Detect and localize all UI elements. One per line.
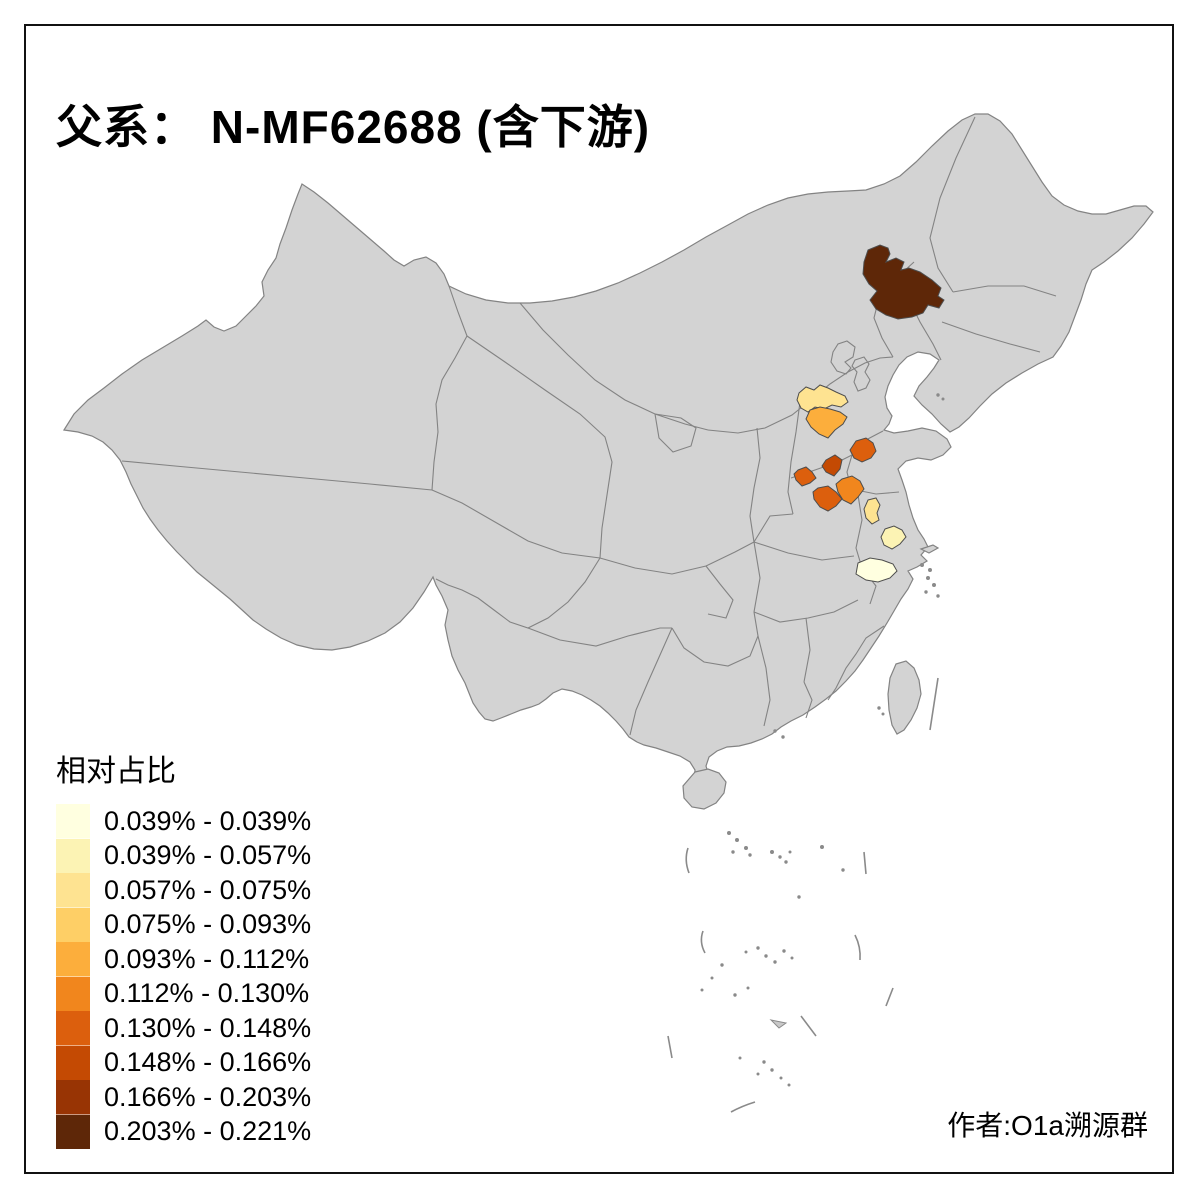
legend-swatch [56,976,90,1011]
legend-swatch [56,1080,90,1115]
legend-swatch [56,1045,90,1080]
legend-item: 0.166% - 0.203% [56,1080,311,1115]
legend-swatch [56,873,90,908]
legend-label: 0.112% - 0.130% [104,978,310,1009]
legend-item: 0.075% - 0.093% [56,907,312,942]
taiwan-island [887,660,922,735]
legend-swatch [56,1011,90,1046]
region-shandong-southwest [835,475,865,505]
legend-item: 0.203% - 0.221% [56,1114,312,1149]
legend-swatch [56,1114,90,1149]
china-land [63,113,1154,810]
region-jiangsu-central [880,525,907,550]
legend-item: 0.039% - 0.057% [56,838,312,873]
chongming-island [919,544,940,554]
south-china-sea-marks [667,393,945,1113]
region-hebei-south [805,406,848,439]
legend-item: 0.057% - 0.075% [56,873,311,908]
hainan-island [682,768,727,810]
legend-swatch [56,942,90,977]
legend: 相对占比 0.039% - 0.039% 0.039% - 0.057% 0.0… [56,746,311,1149]
legend-swatch [56,907,90,942]
page-title: 父系： N-MF62688 (含下游) [56,100,651,153]
legend-item: 0.130% - 0.148% [56,1011,311,1046]
legend-swatch [56,838,90,873]
region-shandong-north [849,437,877,463]
legend-label: 0.203% - 0.221% [104,1116,312,1147]
legend-label: 0.148% - 0.166% [104,1047,312,1078]
region-jiangsu-south [855,557,898,583]
legend-item: 0.148% - 0.166% [56,1045,312,1080]
highlighted-regions [793,244,945,583]
legend-item: 0.112% - 0.130% [56,976,311,1011]
region-inner-mongolia-east [862,244,945,320]
attribution-text: 作者:O1a溯源群 [947,1110,1148,1141]
legend-item: 0.093% - 0.112% [56,942,311,977]
legend-label: 0.057% - 0.075% [104,874,312,905]
legend-label: 0.075% - 0.093% [104,909,312,940]
legend-label: 0.039% - 0.039% [104,805,312,836]
legend-label: 0.093% - 0.112% [104,943,310,974]
province-borders [121,116,1057,736]
legend-swatch [56,804,90,839]
region-henan-north [821,454,843,477]
region-anhui-north [863,497,881,525]
region-hebei-north [796,384,849,413]
region-henan-northwest [793,466,817,487]
region-henan-east [812,485,843,512]
legend-label: 0.166% - 0.203% [104,1081,312,1112]
legend-label: 0.039% - 0.057% [104,840,312,871]
legend-title: 相对占比 [56,755,176,788]
legend-item: 0.039% - 0.039% [56,804,311,839]
legend-label: 0.130% - 0.148% [104,1012,312,1043]
